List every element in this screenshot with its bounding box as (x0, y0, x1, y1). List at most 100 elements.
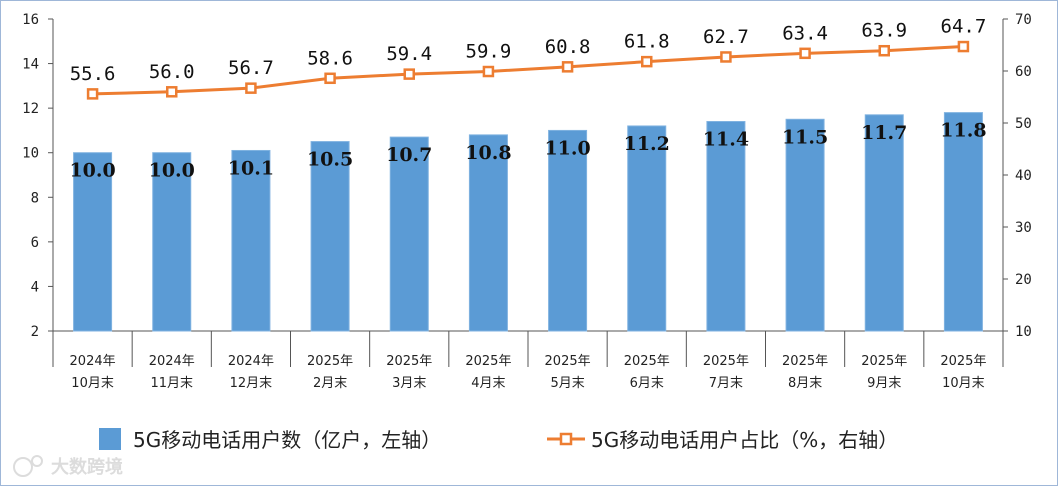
category-label-year: 2025年 (703, 354, 749, 369)
category-label-month: 12月末 (230, 376, 273, 391)
category-label-year: 2025年 (861, 354, 907, 369)
bar (943, 112, 983, 332)
right-tick-label: 10 (1015, 324, 1032, 340)
line-data-label: 59.9 (466, 41, 512, 63)
bar-series (73, 112, 983, 332)
line-point (641, 55, 653, 68)
line-data-label: 61.8 (624, 31, 670, 53)
line-point (561, 61, 574, 73)
bar (231, 149, 271, 332)
bar-data-label: 10.0 (149, 160, 195, 182)
right-tick-label: 20 (1015, 272, 1032, 288)
right-tick-label: 60 (1015, 64, 1032, 80)
legend-line-marker (559, 432, 573, 446)
bar (468, 134, 508, 332)
bar-data-label: 11.4 (703, 129, 749, 151)
line-point (878, 44, 890, 57)
line-data-label: 60.8 (545, 36, 591, 58)
bar-data-label: 10.0 (69, 160, 115, 182)
line-path (92, 45, 964, 96)
line-point (324, 72, 336, 85)
category-label-year: 2025年 (545, 354, 591, 369)
category-label-year: 2025年 (386, 354, 432, 369)
watermark-logo-dot-icon (31, 455, 43, 467)
line-data-label: 64.7 (941, 16, 987, 38)
right-tick-label: 50 (1015, 116, 1032, 132)
left-tick-label: 6 (31, 235, 39, 251)
bar (785, 118, 825, 332)
right-tick-label: 30 (1015, 220, 1032, 236)
category-label-year: 2024年 (70, 354, 116, 369)
bar-data-label: 10.1 (228, 157, 274, 179)
bar-data-label: 10.8 (465, 142, 511, 164)
category-label-year: 2024年 (228, 354, 274, 369)
category-label-year: 2025年 (940, 354, 986, 369)
right-tick-label: 40 (1015, 168, 1032, 184)
category-label-month: 2月末 (313, 376, 347, 391)
category-label-month: 8月末 (788, 376, 822, 391)
right-axis-ticks: 10 20 30 40 50 60 70 (1003, 12, 1032, 340)
line-point (245, 82, 257, 94)
category-label-month: 3月末 (392, 376, 426, 391)
bar (548, 129, 588, 332)
bar-data-label: 11.7 (861, 122, 907, 144)
line-data-label: 55.6 (70, 63, 116, 85)
left-tick-label: 10 (22, 146, 39, 162)
left-tick-label: 4 (31, 279, 39, 295)
bar-data-label: 10.5 (307, 149, 353, 171)
line-point (482, 65, 495, 78)
line-point (957, 40, 970, 53)
line-data-label: 62.7 (703, 26, 749, 48)
bar-data-labels: 10.0 10.0 10.1 10.5 10.7 10.8 11.0 11.2 11.4 11.5… (69, 120, 986, 182)
line-data-label: 56.7 (228, 57, 274, 79)
line-data-label: 59.4 (386, 43, 432, 65)
category-label-year: 2024年 (149, 354, 195, 369)
bar-data-label: 11.2 (624, 133, 670, 155)
line-point (799, 47, 811, 60)
category-label-year: 2025年 (307, 354, 353, 369)
bar (152, 152, 192, 332)
bar (864, 114, 904, 332)
legend-line-label: 5G移动电话用户占比（%，右轴） (591, 428, 898, 452)
category-label-month: 11月末 (150, 376, 193, 391)
category-label-month: 9月末 (867, 376, 901, 391)
left-tick-label: 14 (22, 57, 39, 73)
line-point (86, 88, 99, 100)
category-label-year: 2025年 (782, 354, 828, 369)
line-series (86, 40, 970, 100)
category-label-month: 4月末 (471, 376, 505, 391)
bar (310, 141, 350, 332)
bar (706, 121, 746, 332)
category-labels: 2024年 10月末 2024年 11月末 2024年 12月末 2025年 2月末 2025年… (52, 331, 1004, 391)
line-data-label: 63.4 (782, 22, 828, 44)
bar-data-label: 11.5 (782, 126, 828, 148)
left-tick-label: 8 (31, 190, 39, 206)
right-tick-label: 70 (1015, 12, 1032, 28)
legend: 5G移动电话用户数（亿户，左轴） 5G移动电话用户占比（%，右轴） (99, 428, 898, 452)
bar (627, 125, 667, 332)
line-data-label: 58.6 (307, 47, 353, 69)
bar (389, 136, 429, 332)
watermark-logo-icon (13, 457, 33, 477)
category-label-month: 5月末 (550, 376, 584, 391)
category-label-month: 10月末 (71, 376, 114, 391)
category-label-month: 7月末 (709, 376, 743, 391)
line-data-label: 63.9 (861, 20, 907, 42)
legend-bar-label: 5G移动电话用户数（亿户，左轴） (133, 428, 441, 452)
bar-data-label: 10.7 (386, 144, 432, 166)
legend-bar-swatch (99, 428, 121, 450)
watermark-text: 大数跨境 (51, 456, 123, 478)
watermark: 大数跨境 (13, 455, 123, 478)
left-axis-ticks: 2 4 6 8 10 12 14 16 (22, 12, 53, 340)
left-tick-label: 2 (31, 324, 39, 340)
line-point (166, 86, 178, 98)
line-point (720, 51, 732, 63)
category-label-month: 6月末 (630, 376, 664, 391)
category-label-year: 2025年 (465, 354, 511, 369)
category-label-month: 10月末 (942, 376, 985, 391)
category-label-year: 2025年 (624, 354, 670, 369)
left-tick-label: 12 (22, 101, 39, 117)
line-data-labels: 55.6 56.0 56.7 58.6 59.4 59.9 60.8 61.8 62.7 63.4… (70, 16, 987, 85)
